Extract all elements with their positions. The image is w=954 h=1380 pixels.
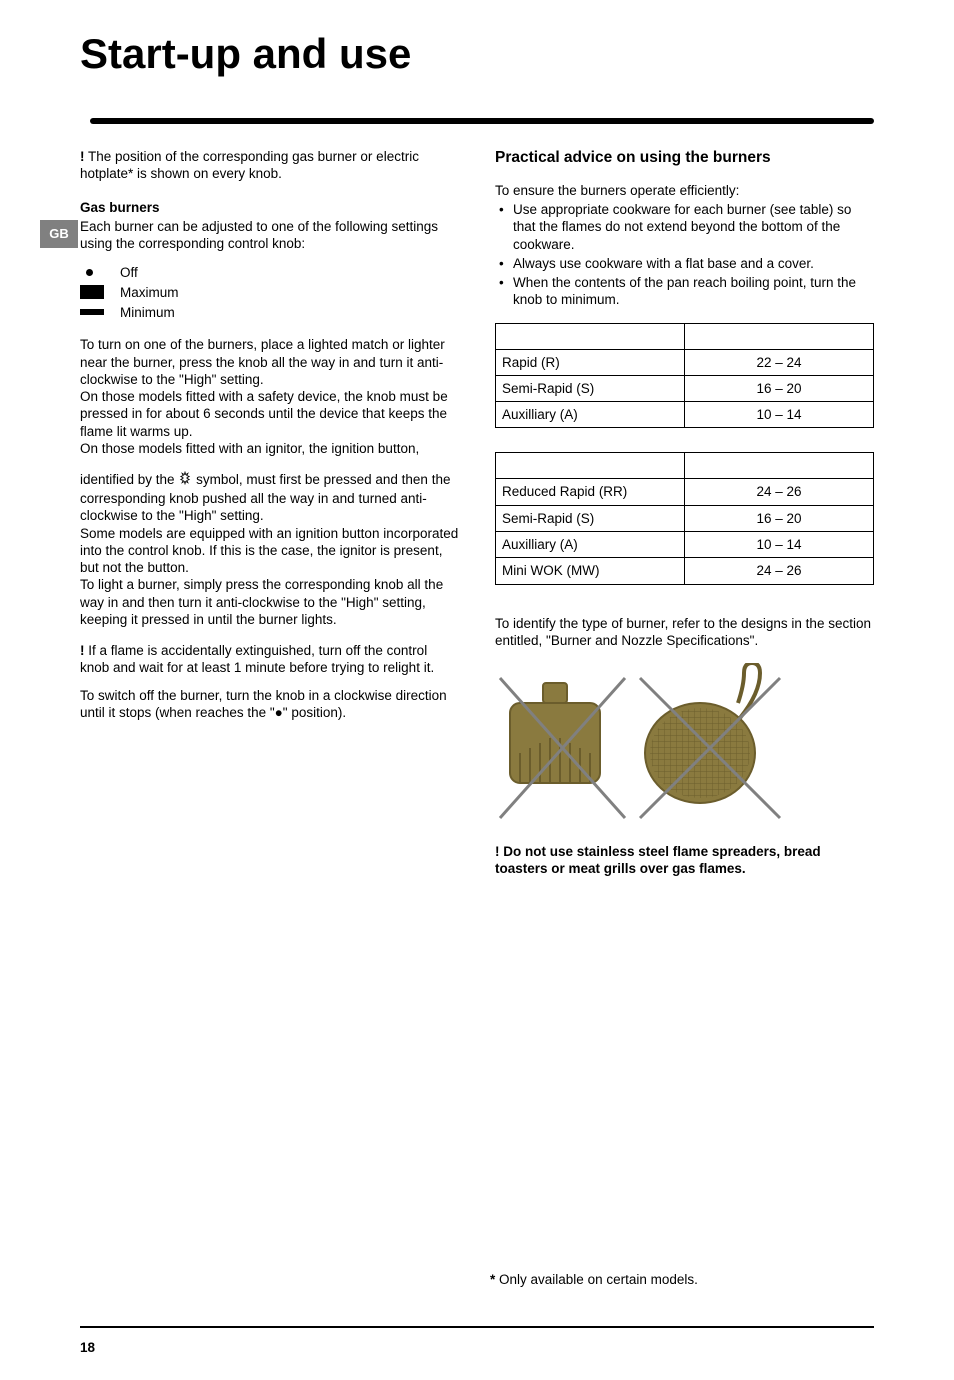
cell: 24 – 26 (685, 479, 874, 505)
knob-max-label: Maximum (120, 284, 179, 301)
knob-min: Minimum (80, 302, 459, 322)
table-row: Mini WOK (MW)24 – 26 (496, 558, 874, 584)
cell: 22 – 24 (685, 349, 874, 375)
t1-h2 (685, 323, 874, 349)
t2-h1 (496, 453, 685, 479)
two-column-layout: ! The position of the corresponding gas … (80, 148, 874, 888)
p3a-pre: identified by the (80, 472, 178, 487)
left-column: ! The position of the corresponding gas … (80, 148, 459, 888)
footnote: * Only available on certain models. (490, 1272, 698, 1287)
burner-table-1: Rapid (R)22 – 24 Semi-Rapid (S)16 – 20 A… (495, 323, 874, 429)
list-item: When the contents of the pan reach boili… (495, 274, 874, 309)
switch-off: To switch off the burner, turn the knob … (80, 687, 459, 722)
knob-min-label: Minimum (120, 304, 175, 321)
spreader-warning: ! Do not use stainless steel flame sprea… (495, 843, 874, 878)
language-tab: GB (40, 220, 78, 248)
gas-burners-heading: Gas burners (80, 199, 459, 216)
cell: Semi-Rapid (S) (496, 505, 685, 531)
cell: Reduced Rapid (RR) (496, 479, 685, 505)
t1-h1 (496, 323, 685, 349)
cell: Mini WOK (MW) (496, 558, 685, 584)
p2b: On those models fitted with a safety dev… (80, 388, 459, 440)
page-title: Start-up and use (80, 30, 954, 78)
cell: Semi-Rapid (S) (496, 375, 685, 401)
cell: Auxilliary (A) (496, 532, 685, 558)
page-number: 18 (80, 1340, 95, 1355)
knob-max: Maximum (80, 282, 459, 302)
prohibited-accessories-figure (495, 663, 795, 833)
advice-bullets: Use appropriate cookware for each burner… (495, 201, 874, 309)
p2c: On those models fitted with an ignitor, … (80, 440, 459, 457)
footnote-text: Only available on certain models. (495, 1272, 698, 1287)
instructions-block-2: identified by the symbol, must first be … (80, 471, 459, 628)
cell: 10 – 14 (685, 402, 874, 428)
p2a: To turn on one of the burners, place a l… (80, 336, 459, 388)
min-icon (80, 309, 120, 315)
cell: Auxilliary (A) (496, 402, 685, 428)
gas-burners-p1: Each burner can be adjusted to one of th… (80, 218, 459, 253)
t2-h2 (685, 453, 874, 479)
table-row: Auxilliary (A)10 – 14 (496, 402, 874, 428)
table-row: Rapid (R)22 – 24 (496, 349, 874, 375)
p3b: Some models are equipped with an ignitio… (80, 525, 459, 577)
cell: Rapid (R) (496, 349, 685, 375)
list-item: Use appropriate cookware for each burner… (495, 201, 874, 253)
right-column: Practical advice on using the burners To… (495, 148, 874, 888)
cell: 16 – 20 (685, 375, 874, 401)
warn-text: Do not use stainless steel flame spreade… (495, 844, 821, 876)
intro-text: The position of the corresponding gas bu… (80, 149, 419, 181)
burner-table-2: Reduced Rapid (RR)24 – 26 Semi-Rapid (S)… (495, 452, 874, 584)
max-icon (80, 285, 120, 299)
p3c: To light a burner, simply press the corr… (80, 576, 459, 628)
table-row: Reduced Rapid (RR)24 – 26 (496, 479, 874, 505)
knob-off: Off (80, 262, 459, 282)
horizontal-rule-bottom (80, 1326, 874, 1328)
knob-off-label: Off (120, 264, 138, 281)
table-row: Semi-Rapid (S)16 – 20 (496, 505, 874, 531)
cell: 24 – 26 (685, 558, 874, 584)
knob-settings-list: Off Maximum Minimum (80, 262, 459, 322)
dot-icon (80, 269, 120, 276)
horizontal-rule-top (90, 118, 874, 124)
cell: 10 – 14 (685, 532, 874, 558)
table-row: Auxilliary (A)10 – 14 (496, 532, 874, 558)
p4-text: If a flame is accidentally extinguished,… (80, 643, 434, 675)
p3a: identified by the symbol, must first be … (80, 471, 459, 524)
instructions-block-1: To turn on one of the burners, place a l… (80, 336, 459, 457)
flame-warning: ! If a flame is accidentally extinguishe… (80, 642, 459, 677)
cell: 16 – 20 (685, 505, 874, 531)
list-item: Always use cookware with a flat base and… (495, 255, 874, 272)
table-row: Semi-Rapid (S)16 – 20 (496, 375, 874, 401)
advice-lead: To ensure the burners operate efficientl… (495, 182, 874, 199)
practical-advice-heading: Practical advice on using the burners (495, 148, 874, 168)
spark-icon (178, 471, 192, 490)
intro-paragraph: ! The position of the corresponding gas … (80, 148, 459, 183)
identify-text: To identify the type of burner, refer to… (495, 615, 874, 650)
